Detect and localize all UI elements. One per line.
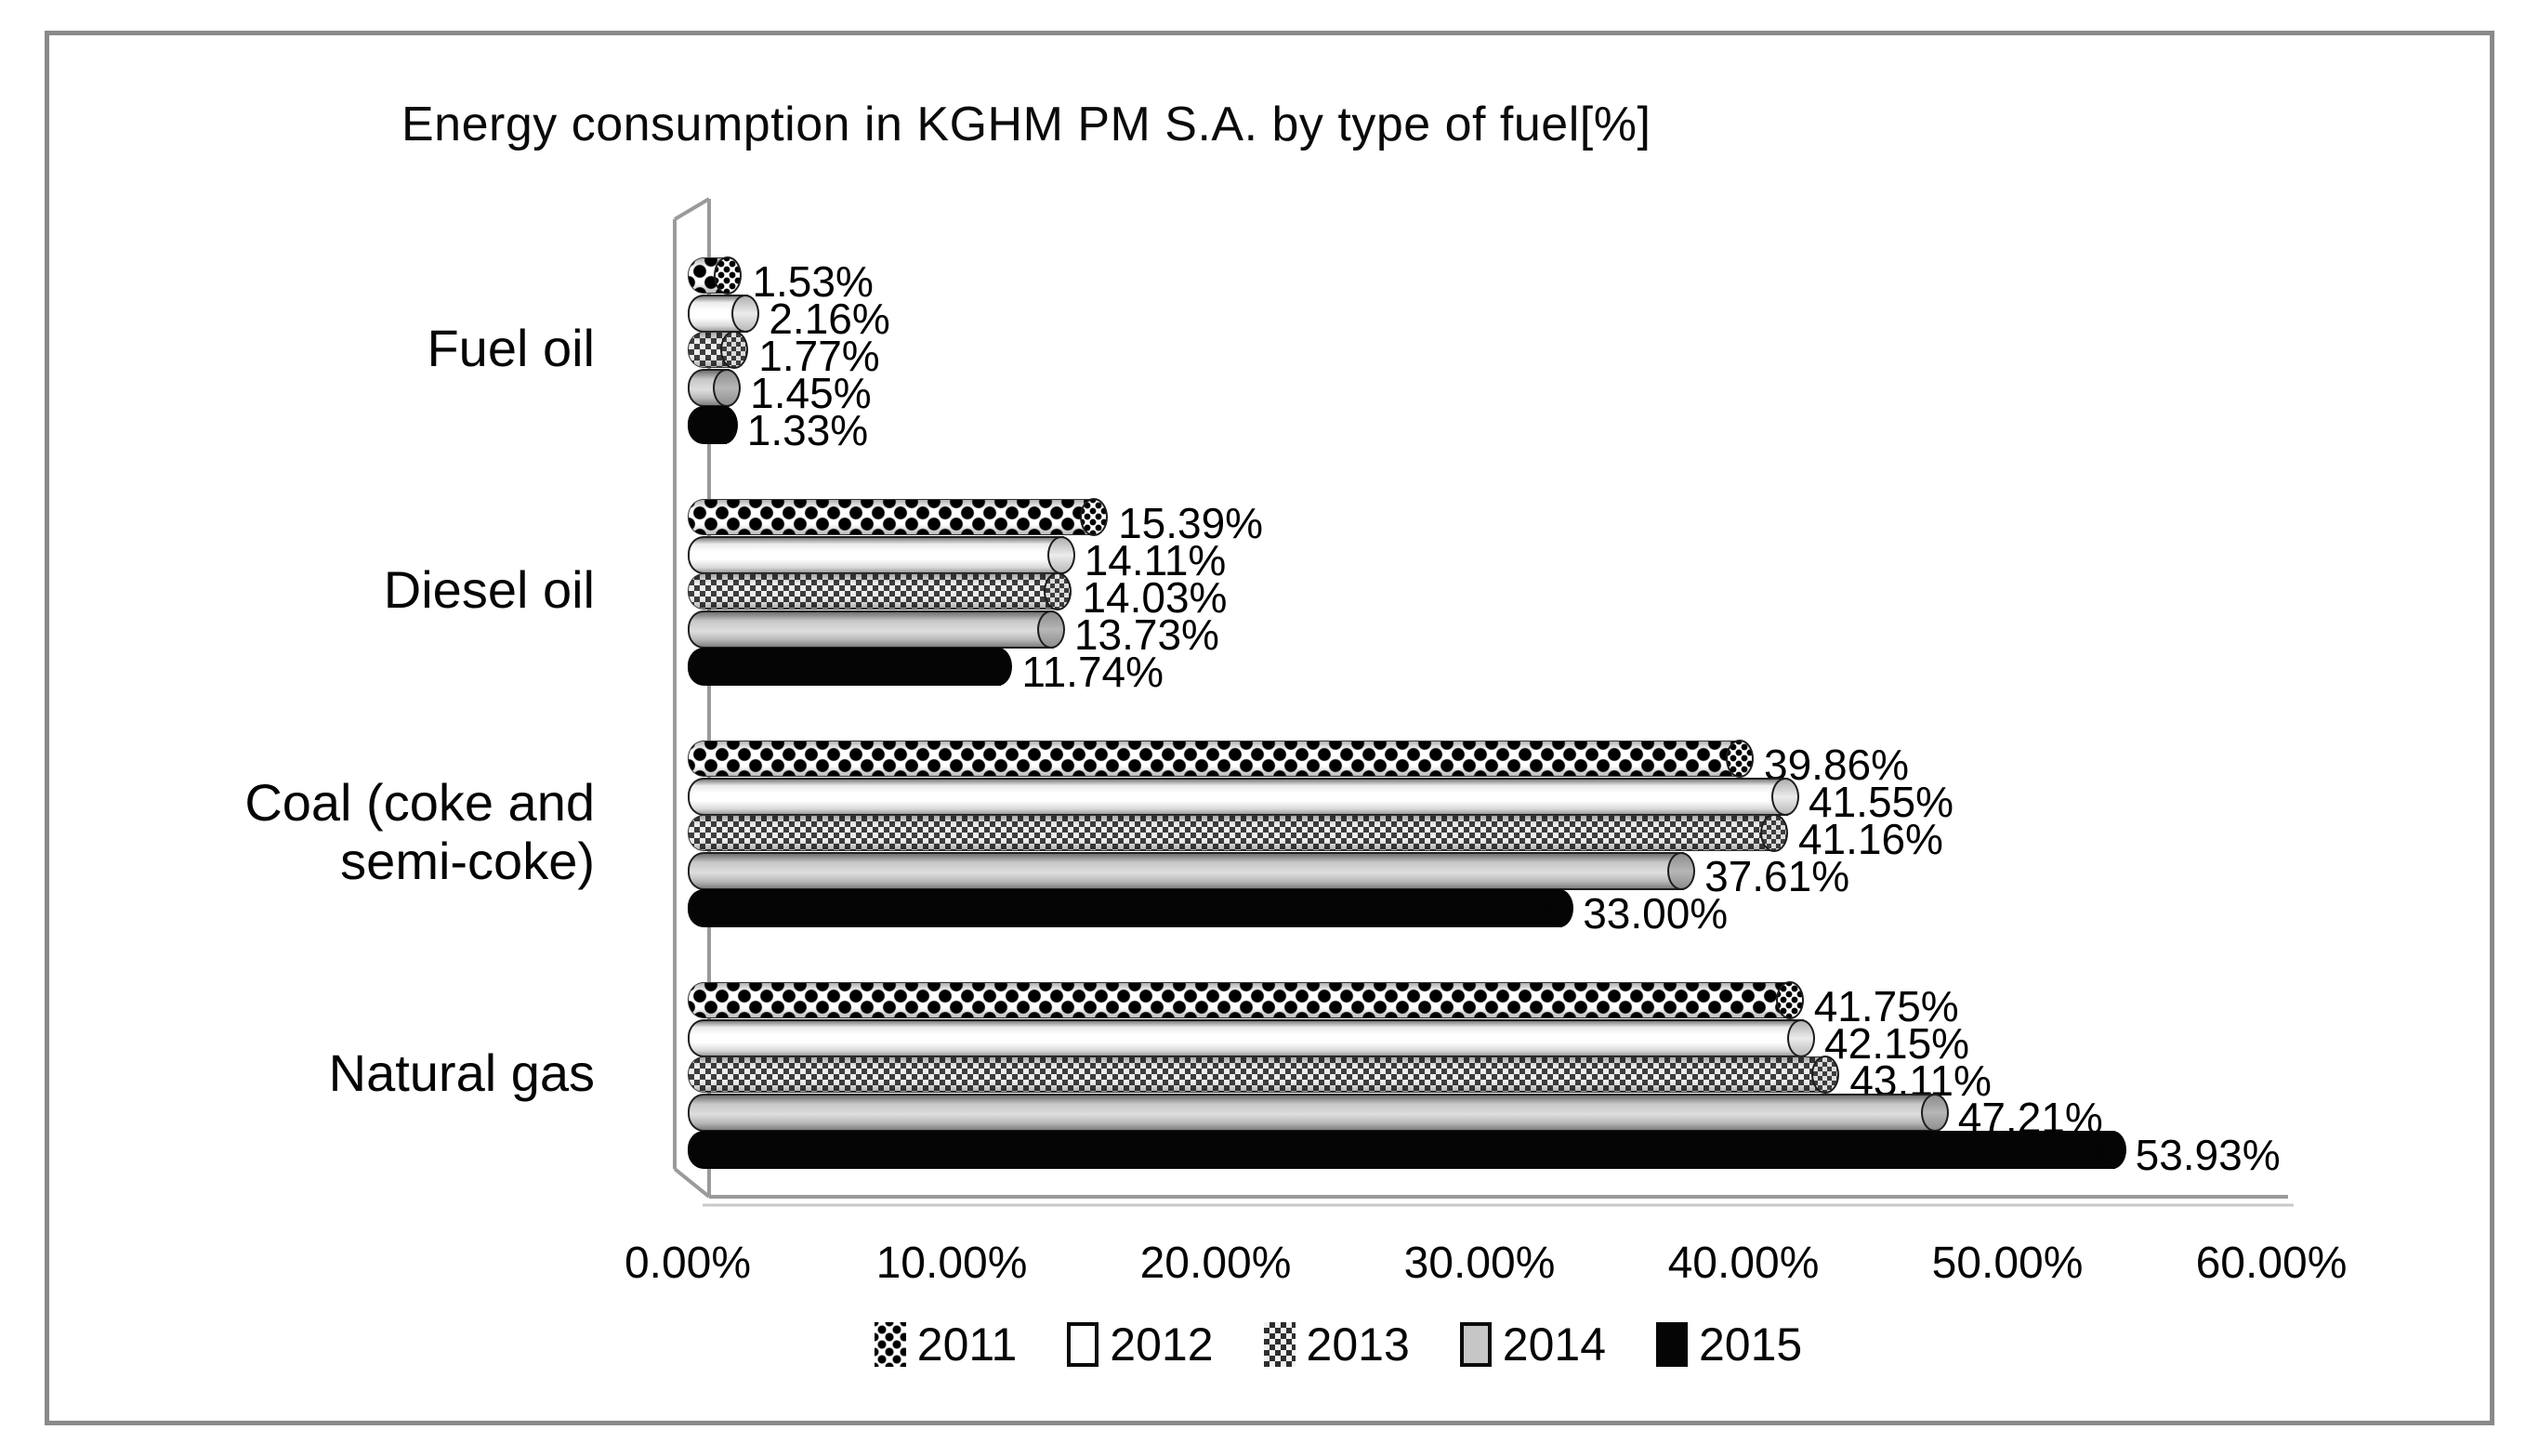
value-label: 1.33%	[746, 405, 869, 454]
value-label: 53.93%	[2135, 1130, 2281, 1179]
bar-end-cap	[1036, 610, 1065, 649]
legend-label: 2011	[916, 1318, 1018, 1371]
bar-2013-natural-gas	[688, 1056, 1840, 1094]
bar-end-cap	[1046, 536, 1075, 574]
legend: 2011 2012 2013 2014 2015	[688, 1318, 1989, 1371]
legend-item-2013: 2013	[1263, 1318, 1410, 1371]
legend-swatch-2015	[1656, 1322, 1688, 1367]
bar-end-cap	[731, 295, 760, 333]
bar-2015-diesel-oil	[688, 648, 1013, 686]
value-label: 41.55%	[1809, 777, 1954, 826]
bar-end-cap	[1787, 1019, 1816, 1057]
x-tick-label: 50.00%	[1931, 1239, 2084, 1288]
legend-label: 2012	[1110, 1318, 1214, 1371]
bar-end-cap	[713, 369, 742, 407]
bar-2015-coal-coke-and-semi-coke-	[688, 889, 1574, 927]
x-tick-label: 40.00%	[1667, 1239, 1820, 1288]
value-label: 14.03%	[1082, 572, 1228, 622]
bar-2012-natural-gas	[688, 1019, 1816, 1057]
category-label: Coal (coke and semi-coke)	[244, 772, 595, 890]
bar-end-cap	[1044, 572, 1072, 610]
bar-2014-fuel-oil	[688, 369, 742, 407]
bar-2012-coal-coke-and-semi-coke-	[688, 778, 1800, 816]
bar-2014-diesel-oil	[688, 610, 1065, 649]
bar-end-cap	[720, 331, 749, 369]
bar-end-cap	[1667, 852, 1696, 890]
bar-end-cap	[984, 648, 1013, 686]
bar-2014-coal-coke-and-semi-coke-	[688, 852, 1696, 890]
legend-label: 2014	[1502, 1318, 1606, 1371]
value-label: 33.00%	[1583, 888, 1729, 938]
legend-item-2014: 2014	[1459, 1318, 1606, 1371]
legend-label: 2015	[1699, 1318, 1803, 1371]
bar-end-cap	[1775, 981, 1804, 1019]
value-label: 14.11%	[1084, 535, 1227, 584]
value-label: 41.75%	[1813, 981, 1959, 1030]
bar-2015-natural-gas	[688, 1131, 2126, 1169]
bar-2013-fuel-oil	[688, 331, 749, 369]
bar-2015-fuel-oil	[688, 406, 738, 444]
x-tick-label: 60.00%	[2195, 1239, 2348, 1288]
category-label: Diesel oil	[383, 560, 595, 620]
value-label: 1.53%	[752, 256, 874, 306]
value-label: 42.15%	[1824, 1018, 1970, 1068]
bar-2012-fuel-oil	[688, 295, 760, 333]
value-label: 1.45%	[750, 368, 872, 417]
x-tick-label: 20.00%	[1139, 1239, 1292, 1288]
bar-2011-diesel-oil	[688, 498, 1109, 536]
bar-end-cap	[1920, 1094, 1949, 1132]
bar-2013-diesel-oil	[688, 572, 1072, 610]
bar-end-cap	[1546, 889, 1574, 927]
floor-left-diagonal	[673, 1167, 711, 1199]
bar-end-cap	[714, 256, 743, 295]
legend-swatch-2014	[1459, 1322, 1492, 1367]
legend-swatch-2011	[874, 1322, 906, 1367]
value-label: 37.61%	[1704, 851, 1850, 900]
legend-swatch-2012	[1067, 1322, 1099, 1367]
category-label: Fuel oil	[427, 319, 595, 378]
legend-item-2011: 2011	[874, 1318, 1018, 1371]
category-label: Natural gas	[328, 1043, 595, 1103]
x-tick-label: 0.00%	[624, 1239, 752, 1288]
bar-2011-coal-coke-and-semi-coke-	[688, 740, 1755, 778]
bar-2014-natural-gas	[688, 1094, 1949, 1132]
chart-title: Energy consumption in KGHM PM S.A. by ty…	[401, 98, 1651, 151]
bar-2012-diesel-oil	[688, 536, 1075, 574]
value-label: 13.73%	[1073, 610, 1219, 659]
x-tick-label: 10.00%	[875, 1239, 1028, 1288]
bar-end-cap	[1080, 498, 1109, 536]
legend-item-2015: 2015	[1656, 1318, 1802, 1371]
x-tick-label: 30.00%	[1403, 1239, 1556, 1288]
wall-top-diagonal	[673, 197, 711, 221]
bar-end-cap	[709, 406, 738, 444]
value-label: 11.74%	[1021, 647, 1164, 696]
bar-end-cap	[2098, 1131, 2126, 1169]
legend-label: 2013	[1306, 1318, 1410, 1371]
bar-end-cap	[1771, 778, 1800, 816]
bar-end-cap	[1726, 740, 1755, 778]
bar-2011-fuel-oil	[688, 256, 743, 295]
value-label: 41.16%	[1797, 814, 1943, 863]
legend-item-2012: 2012	[1067, 1318, 1214, 1371]
legend-swatch-2013	[1263, 1322, 1296, 1367]
bar-2011-natural-gas	[688, 981, 1804, 1019]
chart-outer-frame	[45, 31, 2494, 1425]
bar-2013-coal-coke-and-semi-coke-	[688, 814, 1788, 852]
value-label: 15.39%	[1118, 498, 1264, 547]
bar-end-cap	[1811, 1056, 1840, 1094]
value-label: 1.77%	[758, 331, 880, 380]
value-label: 2.16%	[769, 294, 890, 343]
bar-end-cap	[1759, 814, 1788, 852]
